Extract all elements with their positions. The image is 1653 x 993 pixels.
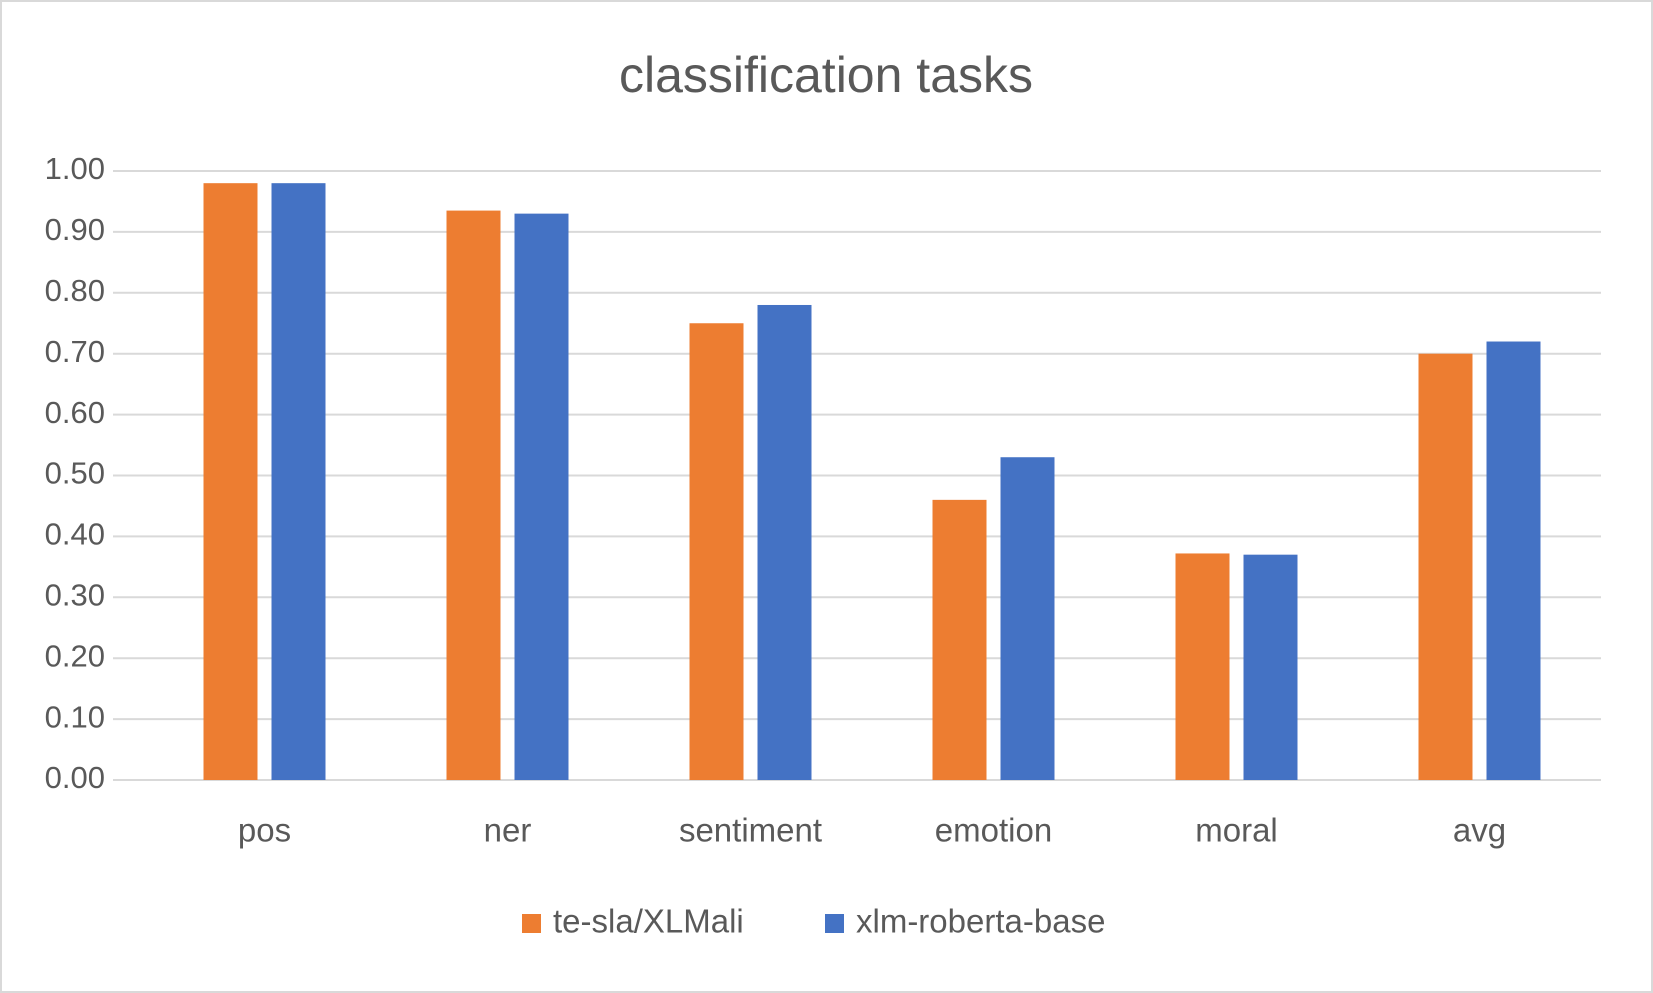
x-tick-label: ner (484, 812, 532, 849)
y-tick-label: 0.70 (45, 334, 105, 369)
bar (1418, 353, 1473, 780)
x-tick-label: avg (1453, 812, 1506, 849)
legend-swatch (825, 914, 844, 933)
legend-swatch (522, 914, 541, 933)
legend-label: te-sla/XLMali (553, 903, 744, 940)
y-tick-label: 0.50 (45, 456, 105, 491)
y-tick-label: 0.90 (45, 212, 105, 247)
y-tick-label: 0.80 (45, 273, 105, 308)
y-tick-label: 0.10 (45, 699, 105, 734)
x-tick-label: moral (1195, 812, 1278, 849)
x-tick-label: emotion (935, 812, 1052, 849)
x-tick-label: sentiment (679, 812, 822, 849)
bar (757, 304, 812, 780)
bar (203, 183, 258, 780)
bar (1175, 553, 1230, 780)
y-tick-label: 0.40 (45, 517, 105, 552)
y-tick-label: 1.00 (45, 151, 105, 186)
bar (514, 213, 569, 780)
bar (446, 210, 501, 780)
legend-label: xlm-roberta-base (856, 903, 1105, 940)
bar (1000, 457, 1055, 780)
y-tick-label: 0.30 (45, 577, 105, 612)
x-tick-label: pos (238, 812, 291, 849)
bar (1486, 341, 1541, 780)
bar (689, 323, 744, 780)
y-tick-label: 0.00 (45, 760, 105, 795)
bar (271, 183, 326, 780)
bar (932, 499, 987, 780)
y-tick-label: 0.60 (45, 395, 105, 430)
chart-title: classification tasks (619, 47, 1033, 103)
y-tick-label: 0.20 (45, 638, 105, 673)
bar (1243, 554, 1298, 780)
